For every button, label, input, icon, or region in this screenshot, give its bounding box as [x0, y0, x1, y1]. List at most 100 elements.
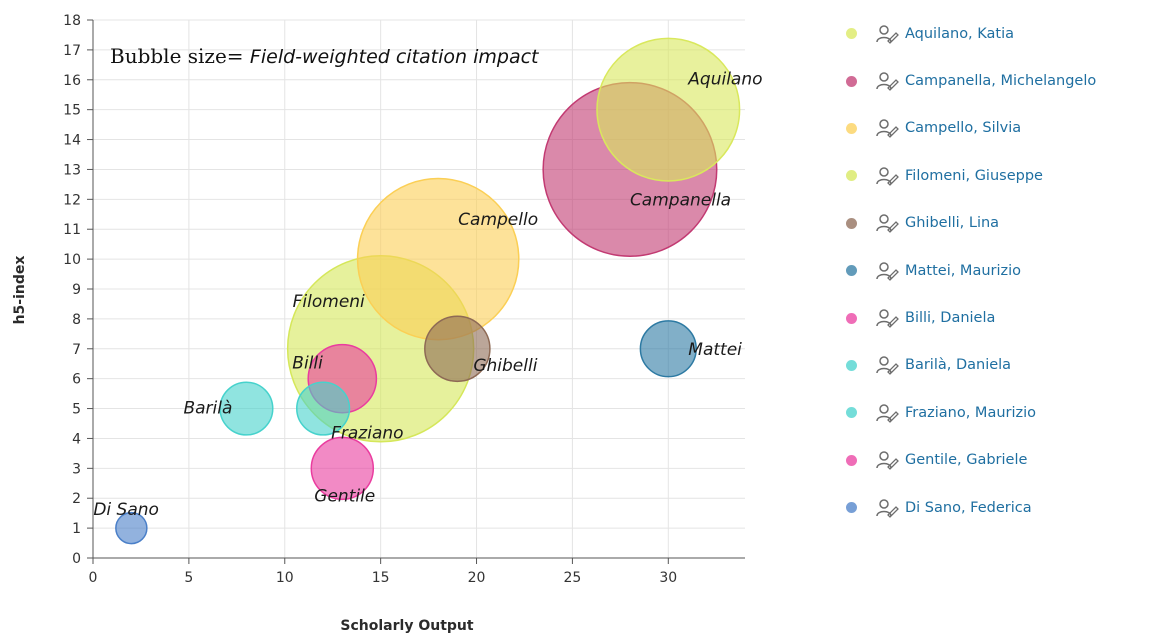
researcher-icon: [876, 261, 899, 281]
size-note-metric: Field-weighted citation impact: [250, 46, 540, 68]
legend-swatch: [846, 170, 857, 182]
size-note: Bubble size= Field-weighted citation imp…: [110, 44, 540, 68]
legend-label: Mattei, Maurizio: [905, 262, 1022, 279]
researcher-icon: [876, 119, 899, 139]
researcher-icon: [876, 72, 899, 91]
legend-swatch: [846, 312, 857, 324]
legend-swatch: [846, 75, 857, 87]
y-tick-label: 4: [72, 431, 81, 447]
legend-item[interactable]: Filomeni, Giuseppe: [846, 152, 1146, 199]
y-tick-label: 7: [72, 342, 81, 358]
y-tick-label: 16: [63, 73, 81, 89]
legend-swatch: [846, 28, 857, 40]
x-tick-label: 20: [468, 570, 486, 586]
bubble: [310, 436, 375, 501]
bubble-label: Aquilano: [687, 70, 762, 90]
x-tick-label: 5: [184, 570, 193, 586]
legend-swatch: [846, 265, 857, 277]
bubble-label: Billi: [292, 354, 323, 374]
bubble-label: Mattei: [688, 340, 742, 360]
legend-label: Ghibelli, Lina: [905, 215, 1000, 232]
researcher-icon: [876, 214, 899, 234]
bubble: [424, 315, 491, 383]
legend-item[interactable]: Mattei, Maurizio: [846, 247, 1146, 294]
legend-label: Billi, Daniela: [905, 310, 996, 327]
legend-swatch: [846, 502, 857, 514]
legend-swatch: [846, 407, 857, 419]
y-tick-label: 17: [63, 43, 81, 59]
y-tick-label: 18: [63, 13, 81, 29]
legend-label: Campanella, Michelangelo: [905, 73, 1097, 90]
y-tick-label: 3: [72, 461, 81, 477]
legend-label: Campello, Silvia: [905, 120, 1022, 137]
researcher-icon: [876, 167, 899, 186]
y-tick-label: 6: [72, 372, 81, 388]
researcher-icon: [876, 404, 899, 423]
y-tick-label: 12: [63, 192, 81, 208]
x-tick-label: 30: [659, 570, 677, 586]
bubble-label: Barilà: [183, 399, 232, 419]
bubble: [219, 381, 274, 436]
bubble: [639, 320, 697, 378]
x-axis-title: Scholarly Output: [340, 618, 473, 634]
bubble-label: Campanella: [630, 190, 731, 210]
legend-item[interactable]: Gentile, Gabriele: [846, 437, 1146, 484]
legend-label: Barilà, Daniela: [905, 357, 1012, 374]
x-tick-label: 15: [372, 570, 390, 586]
y-tick-label: 14: [63, 133, 81, 149]
y-tick-label: 2: [72, 491, 81, 507]
legend-label: Gentile, Gabriele: [905, 452, 1028, 469]
bubble-label: Di Sano: [93, 500, 159, 520]
legend-label: Fraziano, Maurizio: [905, 404, 1037, 421]
legend-item[interactable]: Barilà, Daniela: [846, 342, 1146, 389]
y-tick-label: 15: [63, 103, 81, 119]
x-tick-label: 25: [563, 570, 581, 586]
legend-item[interactable]: Di Sano, Federica: [846, 484, 1146, 531]
legend-item[interactable]: Billi, Daniela: [846, 294, 1146, 341]
researcher-icon: [876, 24, 899, 44]
legend-swatch: [846, 454, 857, 466]
legend-swatch: [846, 217, 857, 229]
bubble-label: Filomeni: [293, 292, 365, 312]
x-tick-label: 0: [89, 570, 98, 586]
legend-label: Aquilano, Katia: [905, 25, 1015, 42]
bubble: [115, 511, 148, 545]
bubble-labels: Aquilano Campanella Campello Filomeni Ghibel…: [93, 70, 762, 520]
y-tick-label: 5: [72, 402, 81, 418]
bubble-label: Ghibelli: [473, 356, 537, 376]
legend-swatch: [846, 122, 857, 134]
y-tick-label: 11: [63, 222, 81, 238]
bubble-label: Fraziano: [331, 424, 403, 444]
researcher-icon: [876, 356, 899, 376]
y-tick-label: 8: [72, 312, 81, 328]
x-tick-label: 10: [276, 570, 294, 586]
legend-item[interactable]: Campello, Silvia: [846, 105, 1146, 152]
researcher-icon: [876, 309, 899, 328]
y-tick-label: 10: [63, 252, 81, 268]
size-note-prefix: Bubble size=: [110, 44, 250, 68]
legend-item[interactable]: Campanella, Michelangelo: [846, 57, 1146, 104]
bubbles: [115, 37, 741, 545]
axes: [87, 19, 745, 564]
bubble-label: Gentile: [314, 486, 375, 506]
legend-item[interactable]: Fraziano, Maurizio: [846, 389, 1146, 436]
legend-swatch: [846, 359, 857, 371]
legend-item[interactable]: Aquilano, Katia: [846, 10, 1146, 57]
researcher-icon: [876, 451, 899, 471]
y-axis-title: h5-index: [12, 256, 28, 325]
y-tick-label: 9: [72, 282, 81, 298]
legend-item[interactable]: Ghibelli, Lina: [846, 200, 1146, 247]
bubble: [296, 381, 351, 436]
bubble: [356, 177, 520, 341]
legend: Aquilano, Katia Campanella, Michelangelo C…: [846, 10, 1146, 531]
legend-label: Filomeni, Giuseppe: [905, 167, 1043, 184]
y-tick-label: 1: [72, 521, 81, 537]
legend-label: Di Sano, Federica: [905, 499, 1032, 516]
researcher-icon: [876, 498, 899, 518]
y-tick-label: 13: [63, 162, 81, 178]
bubble-label: Campello: [458, 210, 538, 230]
y-tick-label: 0: [72, 551, 81, 567]
bubble: [596, 37, 741, 182]
